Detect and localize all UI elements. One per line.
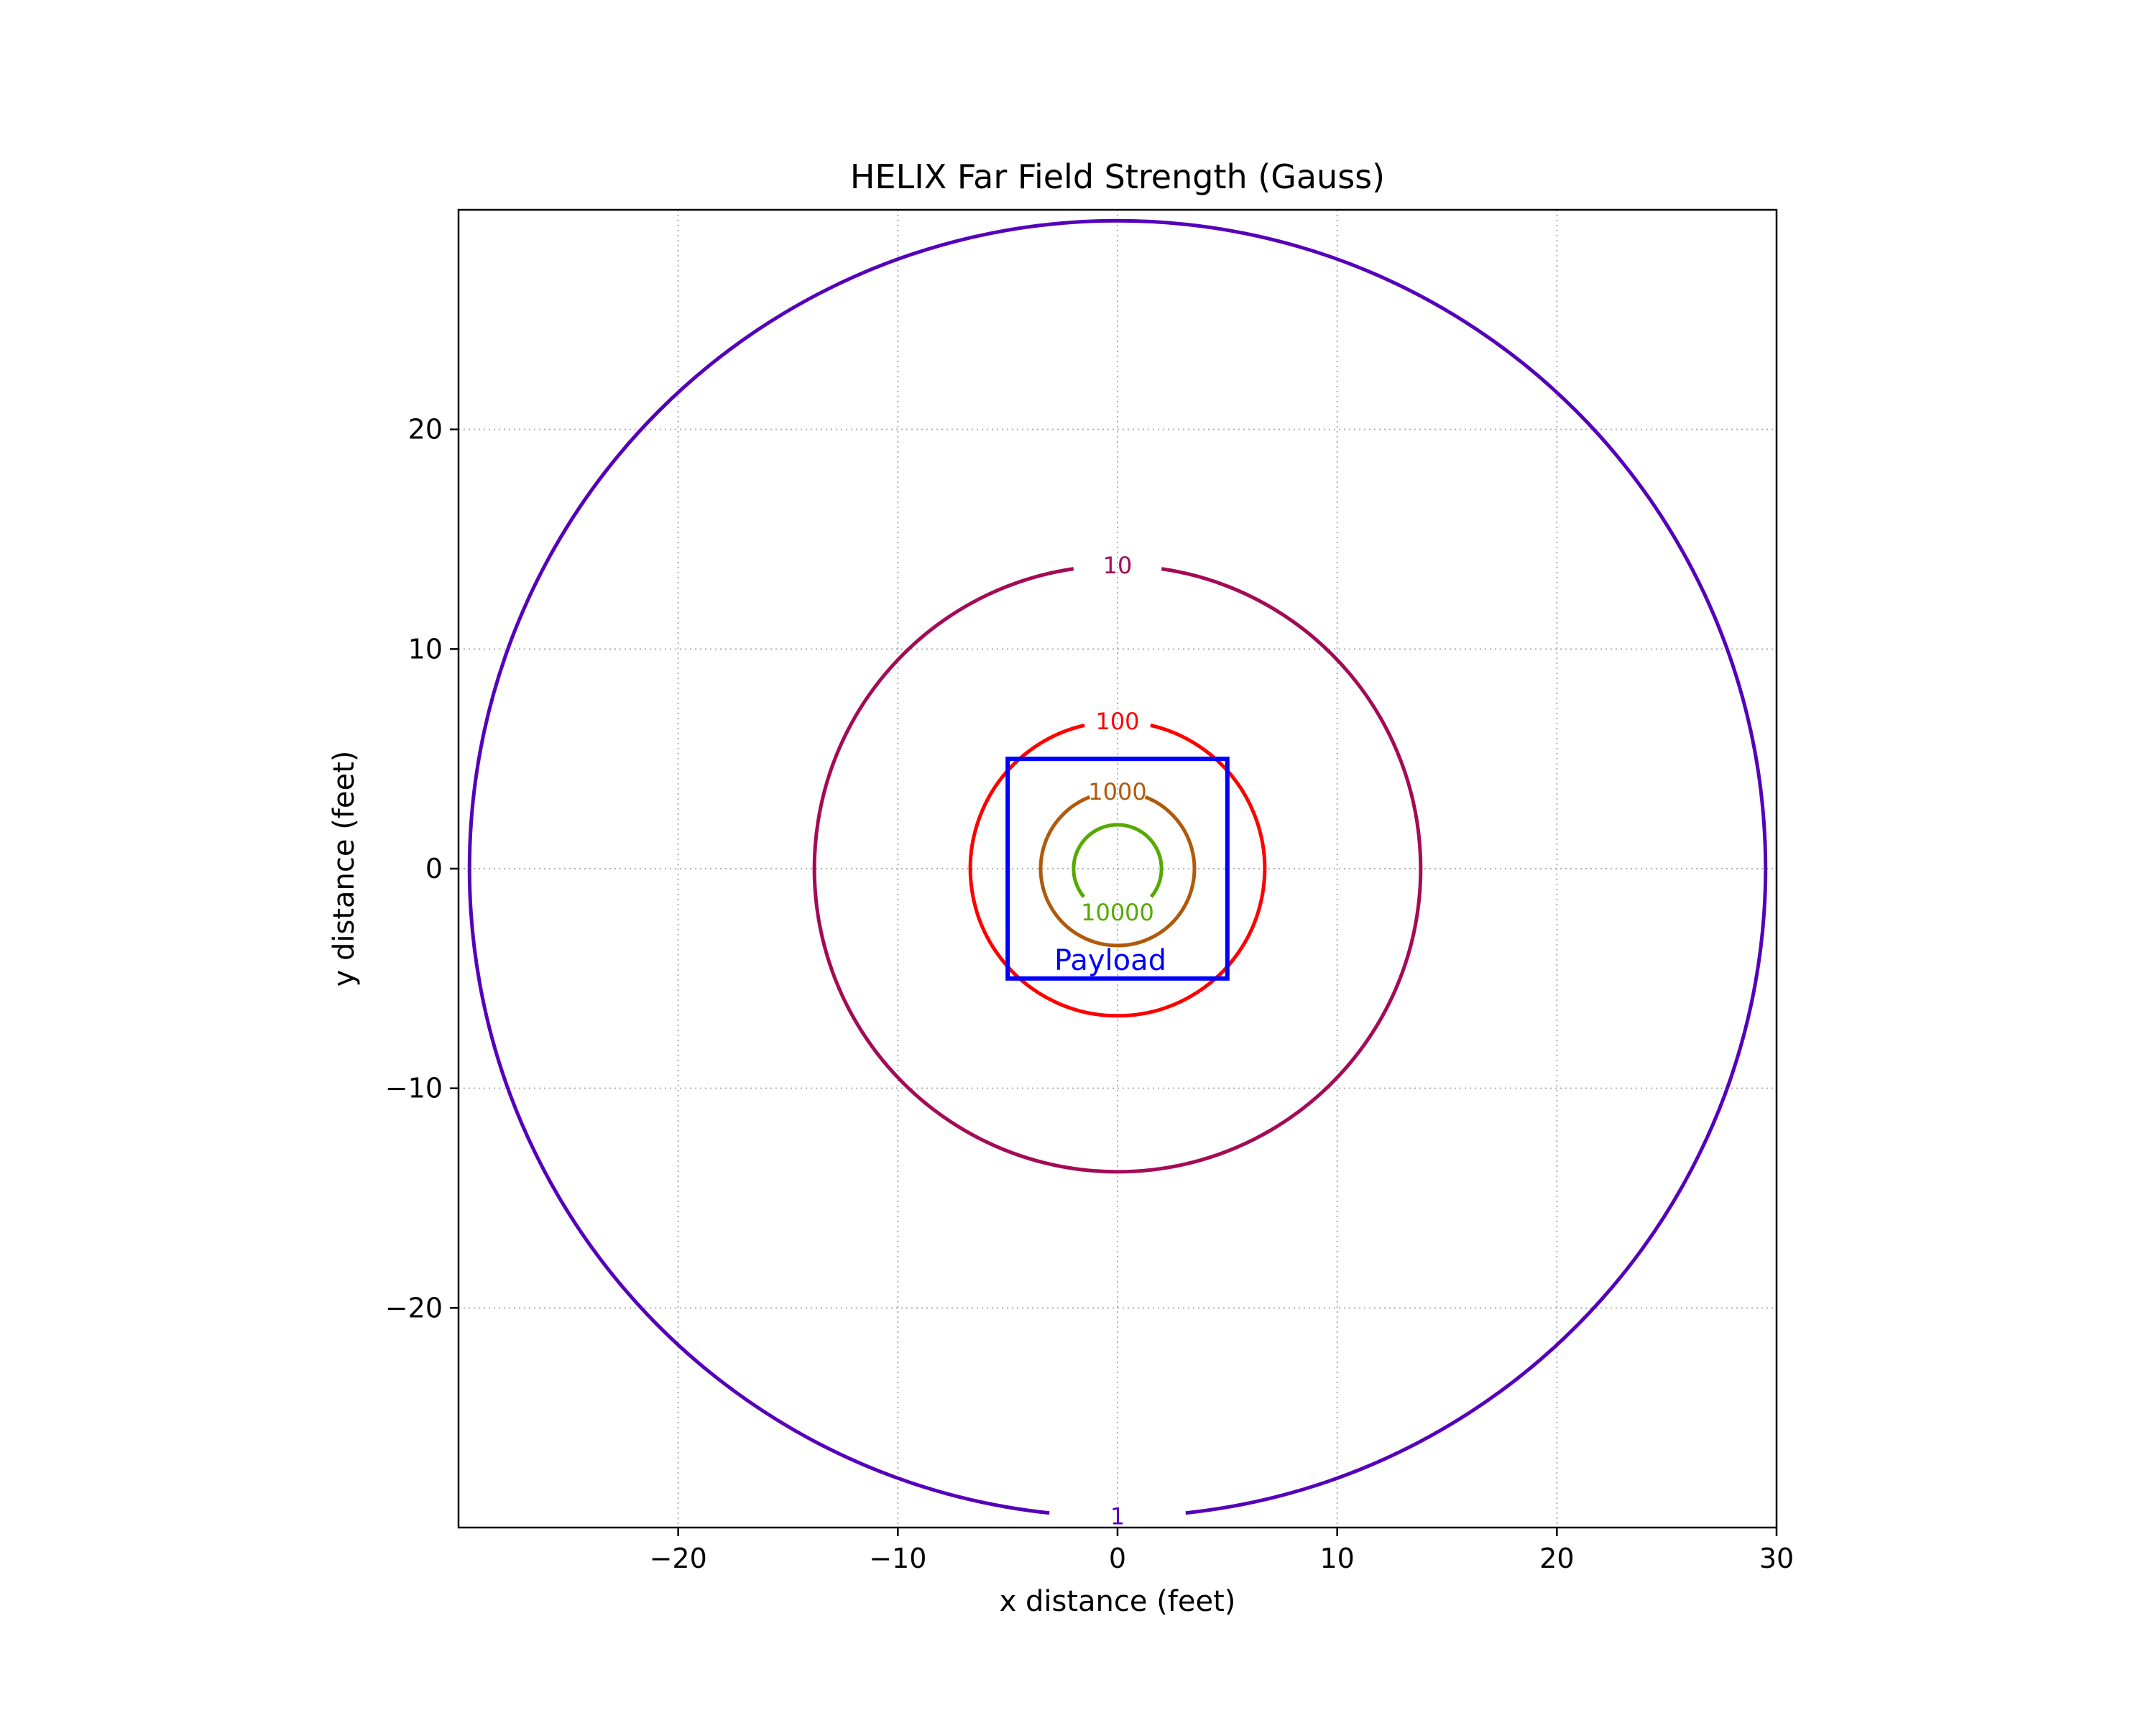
x-tick-label: 20 bbox=[1539, 1543, 1574, 1574]
x-tick-label: 10 bbox=[1319, 1543, 1354, 1574]
x-tick-label: 0 bbox=[1109, 1543, 1126, 1574]
contour-line-1 bbox=[467, 218, 1768, 1515]
contour-line-10 bbox=[812, 567, 1423, 1174]
contour-label-10000: 10000 bbox=[1081, 899, 1154, 926]
contour-line-100 bbox=[968, 723, 1267, 1018]
x-tick-label: −10 bbox=[869, 1543, 926, 1574]
chart-title: HELIX Far Field Strength (Gauss) bbox=[850, 157, 1385, 196]
y-tick-label: 20 bbox=[408, 414, 443, 445]
y-tick-label: −20 bbox=[385, 1292, 443, 1323]
x-tick-label: 30 bbox=[1759, 1543, 1794, 1574]
x-axis-label: x distance (feet) bbox=[1000, 1585, 1236, 1618]
ticks: −20 −10 0 10 20 30 −20 −10 0 10 20 bbox=[385, 414, 1794, 1574]
contour-label-100: 100 bbox=[1095, 708, 1139, 735]
contour-line-1000 bbox=[1038, 795, 1197, 948]
contour-line-10000 bbox=[1072, 823, 1164, 898]
contour-label-10: 10 bbox=[1103, 552, 1133, 579]
payload-label: Payload bbox=[1054, 944, 1166, 977]
contour-label-1: 1 bbox=[1110, 1503, 1125, 1530]
y-tick-label: 10 bbox=[408, 633, 443, 665]
contour-label-1000: 1000 bbox=[1088, 778, 1146, 805]
y-axis-label: y distance (feet) bbox=[328, 751, 361, 987]
payload: Payload bbox=[1005, 757, 1230, 981]
grid bbox=[459, 210, 1777, 1528]
payload-box bbox=[1005, 757, 1230, 981]
y-tick-label: 0 bbox=[425, 853, 443, 884]
y-tick-label: −10 bbox=[385, 1073, 443, 1104]
contours: 1 10 100 1000 10000 bbox=[467, 218, 1768, 1530]
x-tick-label: −20 bbox=[650, 1543, 707, 1574]
